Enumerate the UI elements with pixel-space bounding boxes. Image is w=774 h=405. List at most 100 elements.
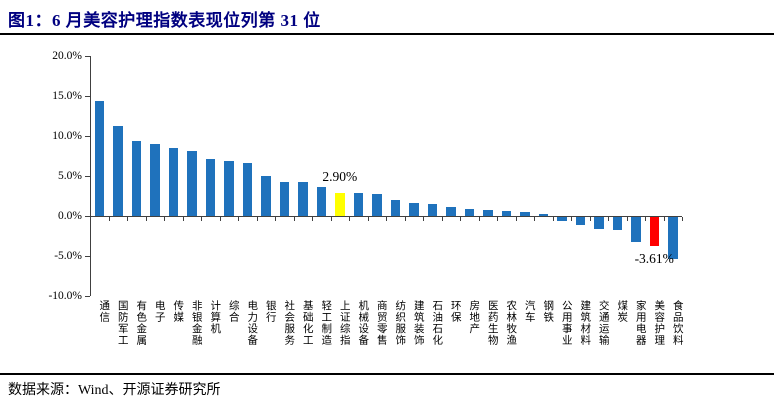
- category-label: 银行: [264, 300, 276, 323]
- x-axis-tick: [497, 217, 498, 221]
- x-axis-tick: [367, 217, 369, 221]
- bar: [612, 217, 622, 230]
- category-label: 机械设备: [357, 300, 369, 346]
- x-axis-tick: [423, 217, 424, 221]
- x-axis-tick: [571, 217, 572, 221]
- category-label: 交通运输: [597, 300, 609, 346]
- bar: [668, 217, 678, 260]
- x-axis-tick: [552, 217, 554, 221]
- bar: [205, 159, 215, 216]
- x-axis-tick: [127, 217, 128, 221]
- category-label: 上证综指: [338, 300, 350, 346]
- bar: [316, 187, 326, 216]
- category-label: 食品饮料: [671, 300, 683, 346]
- bar: [427, 204, 437, 216]
- data-source: 数据来源：Wind、开源证券研究所: [8, 383, 221, 398]
- bar: [520, 212, 530, 216]
- y-axis-tick-label: 15.0%: [52, 90, 82, 102]
- category-label: 传媒: [172, 300, 184, 323]
- bar: [409, 203, 419, 216]
- category-label: 建筑装饰: [412, 300, 424, 346]
- x-axis-tick: [626, 217, 628, 221]
- category-label: 纺织服饰: [394, 300, 406, 346]
- y-axis-tick: [85, 96, 90, 97]
- x-axis-tick: [256, 217, 258, 221]
- bar: [187, 151, 197, 216]
- x-axis-tick: [201, 217, 202, 221]
- y-axis-tick-label: -5.0%: [54, 250, 82, 262]
- category-label: 石油石化: [431, 300, 443, 346]
- bar: [483, 210, 493, 216]
- x-axis-tick: [293, 217, 295, 221]
- x-axis-tick: [182, 217, 184, 221]
- category-label: 建筑材料: [579, 300, 591, 346]
- y-axis-tick: [85, 176, 90, 177]
- x-axis-tick: [386, 217, 387, 221]
- x-axis-tick: [460, 217, 461, 221]
- bar: [224, 160, 234, 216]
- figure-title: 图1：6 月美容护理指数表现位列第 31 位: [8, 11, 321, 30]
- y-axis-tick-label: 0.0%: [58, 210, 82, 222]
- bar: [594, 217, 604, 229]
- x-axis-tick: [164, 217, 165, 221]
- x-axis-tick: [90, 217, 91, 221]
- bar: [464, 209, 474, 216]
- category-label: 公用事业: [560, 300, 572, 346]
- x-axis-tick: [515, 217, 517, 221]
- bar: [649, 217, 659, 246]
- bar: [150, 144, 160, 216]
- category-label: 美容护理: [653, 300, 665, 346]
- bar-chart: 20.0% 15.0% 10.0% 5.0% 0.0% -5.0% -10.0% 通信 国防军工…: [0, 40, 774, 373]
- x-axis-tick: [682, 217, 683, 221]
- y-axis-tick-label: 5.0%: [58, 170, 82, 182]
- y-axis-tick: [85, 216, 90, 217]
- category-label: 家用电器: [634, 300, 646, 346]
- category-label: 社会服务: [283, 300, 295, 346]
- y-axis-tick-label: 20.0%: [52, 50, 82, 62]
- x-axis-tick: [589, 217, 591, 221]
- category-label: 轻工制造: [320, 300, 332, 346]
- category-label: 农林牧渔: [505, 300, 517, 346]
- y-axis-tick: [85, 256, 90, 257]
- bar: [390, 200, 400, 216]
- category-label: 汽车: [523, 300, 535, 323]
- x-axis-tick: [275, 217, 276, 221]
- x-axis-tick: [478, 217, 480, 221]
- bar: [446, 207, 456, 216]
- y-axis-tick: [85, 296, 90, 297]
- bar: [94, 100, 104, 216]
- category-label: 非银金融: [190, 300, 202, 346]
- y-axis-tick: [85, 56, 90, 57]
- x-axis-tick: [238, 217, 239, 221]
- value-label: 2.90%: [322, 168, 358, 184]
- category-label: 国防军工: [116, 300, 128, 346]
- bar: [631, 217, 641, 242]
- bar: [261, 176, 271, 216]
- x-axis-tick: [404, 217, 406, 221]
- bar: [538, 214, 548, 216]
- bar: [353, 193, 363, 216]
- x-axis-tick: [330, 217, 332, 221]
- category-label: 医药生物: [486, 300, 498, 346]
- x-axis-tick: [145, 217, 147, 221]
- y-axis-tick: [85, 136, 90, 137]
- bar: [113, 126, 123, 216]
- category-label: 房地产: [468, 300, 480, 335]
- category-label: 电力设备: [246, 300, 258, 346]
- x-axis-line: [90, 216, 682, 217]
- bar: [501, 210, 511, 216]
- category-label: 钢铁: [542, 300, 554, 323]
- category-label: 电子: [153, 300, 165, 323]
- category-label: 有色金属: [135, 300, 147, 346]
- y-axis-tick-label: -10.0%: [48, 290, 82, 302]
- x-axis-tick: [349, 217, 350, 221]
- category-label: 商贸零售: [375, 300, 387, 346]
- category-label: 基础化工: [301, 300, 313, 346]
- category-label: 煤炭: [616, 300, 628, 323]
- x-axis-tick: [663, 217, 665, 221]
- x-axis-tick: [312, 217, 313, 221]
- value-label: -3.61%: [634, 250, 674, 266]
- x-axis-tick: [608, 217, 609, 221]
- x-axis-tick: [219, 217, 221, 221]
